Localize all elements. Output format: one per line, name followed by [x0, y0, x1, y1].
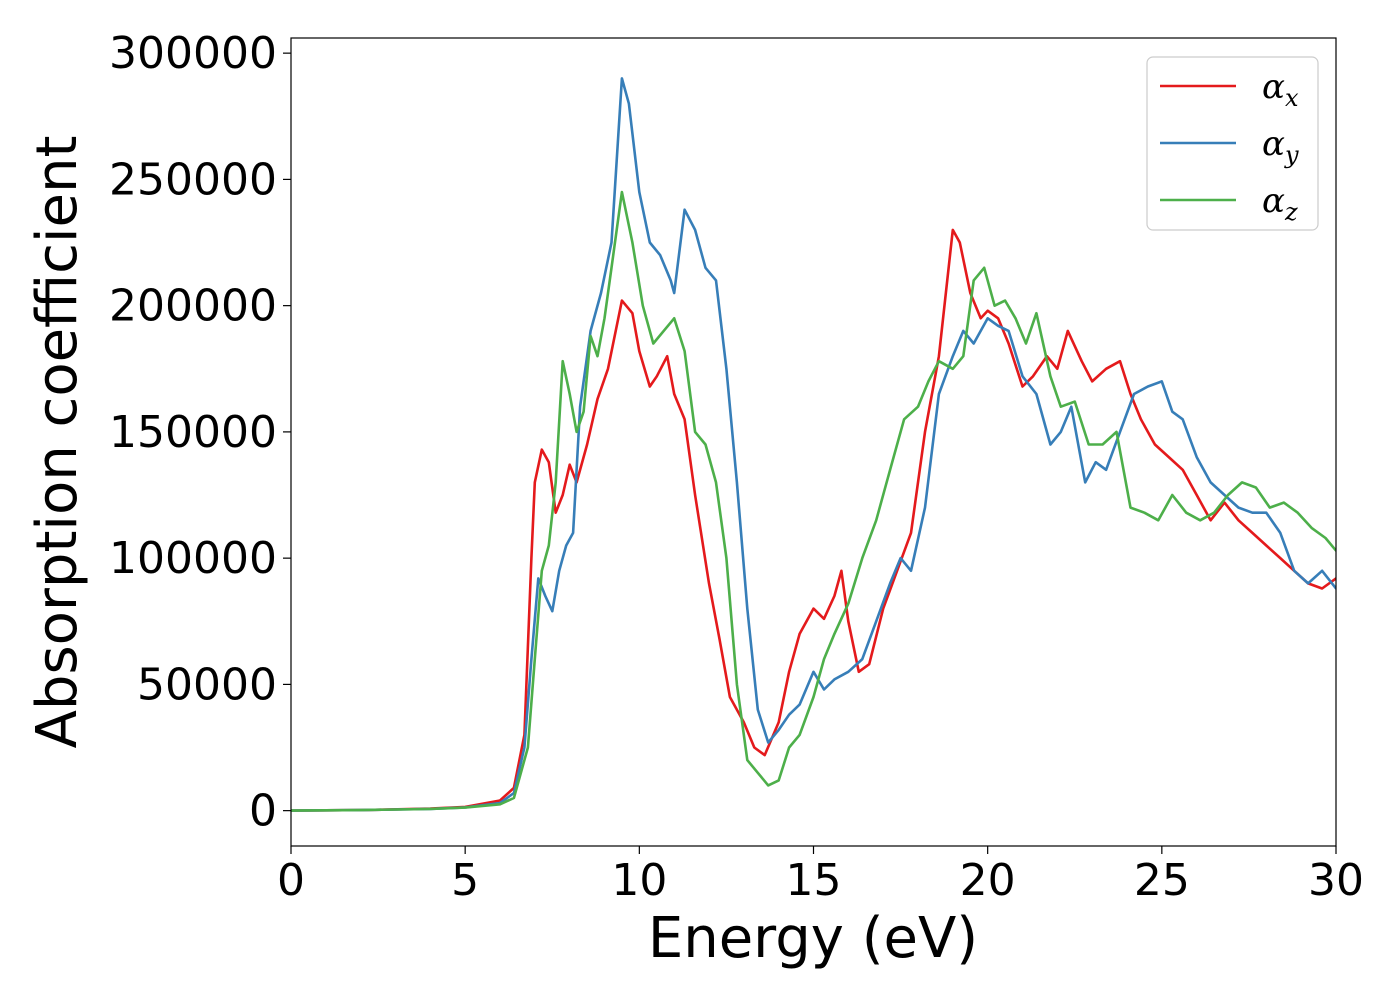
y-tick-label: 0: [249, 786, 277, 837]
y-axis-label: Absorption coefficient: [25, 136, 90, 749]
x-tick-label: 15: [786, 855, 842, 906]
y-tick-label: 300000: [109, 28, 277, 79]
x-tick-label: 30: [1308, 855, 1364, 906]
x-axis: 0 5 10 15 20 25 30: [277, 846, 1364, 906]
x-tick-label: 5: [451, 855, 479, 906]
y-axis: 0 50000 100000 150000 200000 250000 300000: [109, 28, 291, 837]
y-tick-label: 100000: [109, 533, 277, 584]
y-tick-label: 150000: [109, 407, 277, 458]
legend-label-z: αz: [1262, 181, 1298, 226]
y-tick-label: 50000: [137, 659, 277, 710]
series-line-x: [291, 228, 1336, 812]
x-tick-label: 25: [1134, 855, 1190, 906]
x-tick-label: 0: [277, 855, 305, 906]
series-line-y: [291, 77, 1336, 812]
y-tick-label: 200000: [109, 281, 277, 332]
series-line-z: [291, 190, 1336, 812]
x-axis-label: Energy (eV): [648, 906, 978, 971]
x-tick-label: 10: [611, 855, 667, 906]
x-tick-label: 20: [960, 855, 1016, 906]
series-layer: [291, 77, 1336, 812]
y-tick-label: 250000: [109, 154, 277, 205]
